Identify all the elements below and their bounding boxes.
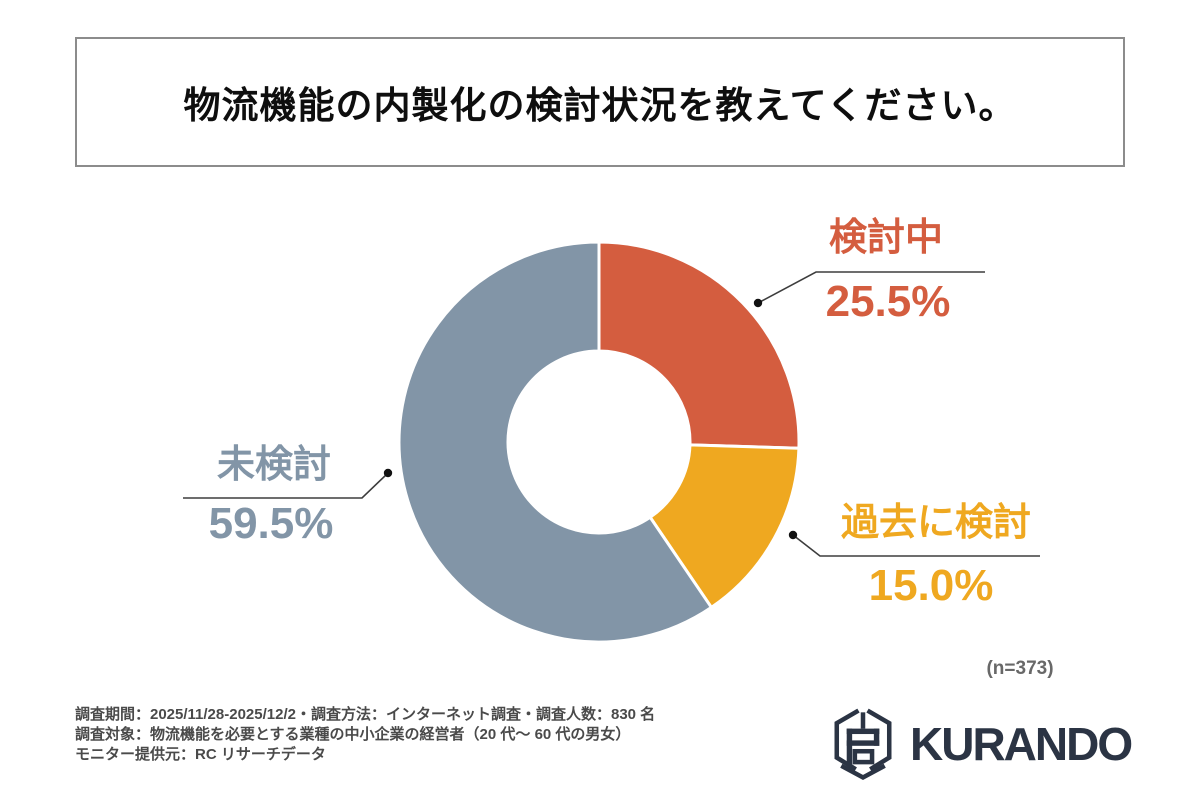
segment-value-mikento: 59.5% xyxy=(208,499,334,548)
leader-dot-kako xyxy=(788,530,798,540)
kurando-logo-icon xyxy=(834,708,892,781)
leader-lines xyxy=(183,271,1040,557)
donut-segment-1 xyxy=(648,443,801,609)
donut-segment-0 xyxy=(597,240,801,450)
survey-note-line2: 調査対象：物流機能を必要とする業種の中小企業の経営者（20 代〜 60 代の男女… xyxy=(75,726,631,743)
brand-logo: KURANDO xyxy=(830,706,1133,782)
segment-label-mikento: 未検討 xyxy=(216,444,331,486)
leader-line-kako xyxy=(792,534,1040,557)
leader-line-kentochu xyxy=(757,271,985,304)
segment-value-kentochu: 25.5% xyxy=(825,277,951,326)
title-box: 物流機能の内製化の検討状況を教えてください。 xyxy=(75,37,1125,167)
survey-question-title: 物流機能の内製化の検討状況を教えてください。 xyxy=(183,85,1017,126)
kurando-logo-text: KURANDO xyxy=(910,718,1133,770)
leader-dot-kentochu xyxy=(753,298,763,308)
leader-dot-mikento xyxy=(383,468,393,478)
segment-label-kako: 過去に検討 xyxy=(840,502,1031,544)
survey-note-line1: 調査期間：2025/11/28-2025/12/2・調査方法：インターネット調査… xyxy=(75,706,656,723)
segment-label-kentochu: 検討中 xyxy=(828,217,943,259)
survey-notes: 調査期間：2025/11/28-2025/12/2・調査方法：インターネット調査… xyxy=(75,705,655,765)
donut-segment-2 xyxy=(397,240,713,644)
leader-line-mikento xyxy=(183,472,389,499)
sample-size-note: (n=373) xyxy=(986,658,1054,679)
donut-segments xyxy=(397,240,801,644)
segment-value-kako: 15.0% xyxy=(868,561,994,610)
survey-note-line3: モニター提供元：RC リサーチデータ xyxy=(75,746,326,763)
